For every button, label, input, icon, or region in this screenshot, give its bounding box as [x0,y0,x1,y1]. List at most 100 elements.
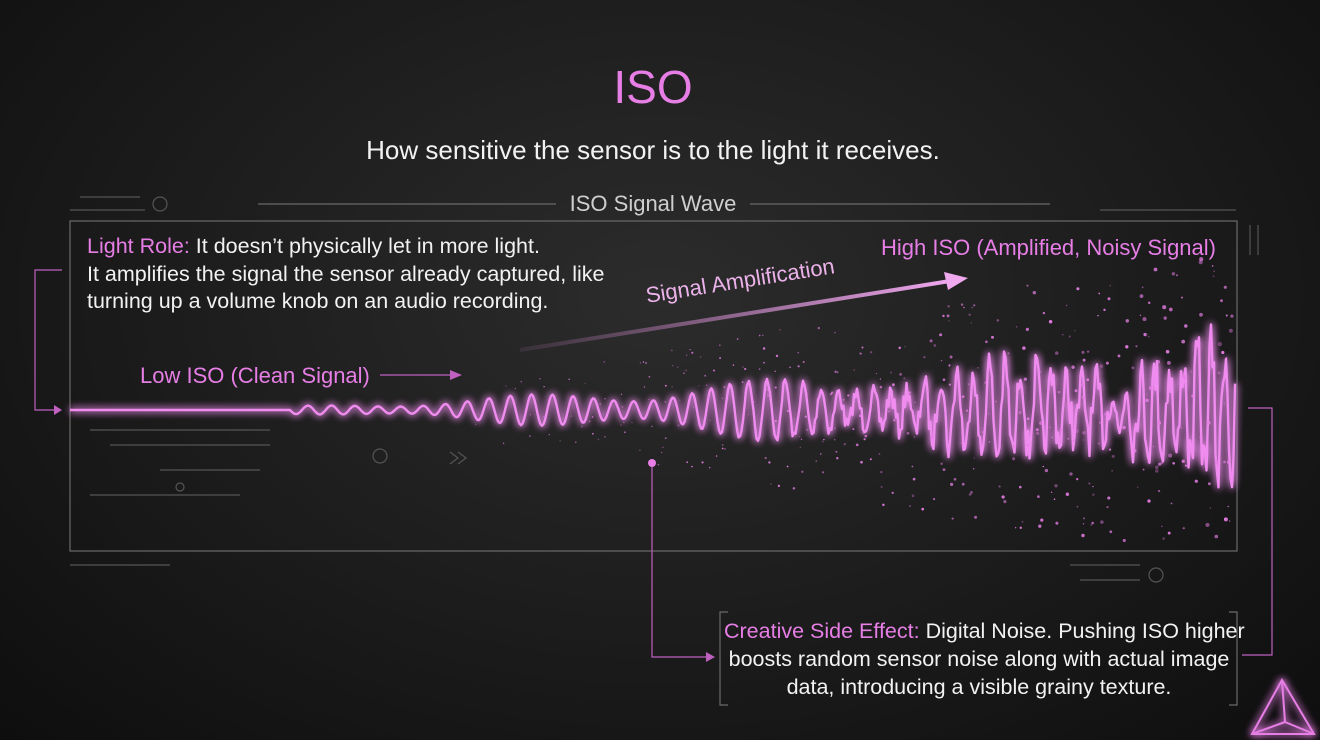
noise-dot [1025,443,1029,447]
light-role-text: It doesn’t physically let in more light. [195,234,540,258]
noise-dot [752,400,755,403]
noise-dot [768,461,771,464]
noise-dot [786,409,790,412]
noise-dot [1015,325,1018,328]
noise-dot [1065,492,1070,497]
noise-dot [727,398,729,401]
noise-dot [1145,398,1149,403]
noise-dot [691,351,694,354]
noise-dot [911,465,914,468]
noise-dot [767,394,770,397]
noise-dot [1161,525,1163,528]
noise-dot [860,460,863,464]
noise-dot [973,304,976,307]
noise-dot [570,415,573,417]
noise-dot [1086,350,1090,353]
noise-dot [1154,465,1159,470]
noise-dot [1035,428,1039,432]
noise-dot [1091,521,1094,525]
noise-dot [1148,336,1150,338]
noise-dot [998,485,1001,488]
noise-dot [559,440,561,442]
noise-dot [903,377,906,380]
noise-dot [899,373,902,376]
noise-dot [1183,377,1187,380]
noise-dot [762,334,764,337]
noise-dot [1166,360,1171,365]
noise-dot [679,399,681,401]
noise-dot [1199,376,1201,378]
noise-dot [1098,292,1101,295]
noise-dot [741,381,744,383]
noise-dot [659,413,661,416]
noise-dot [1108,448,1112,451]
noise-dot [1181,459,1185,463]
noise-dot [624,431,626,434]
noise-dot [1163,316,1167,320]
noise-dot [977,367,979,369]
noise-dot [890,401,893,404]
noise-dot [996,319,1000,322]
noise-dot [1014,527,1017,529]
noise-dot [736,338,739,340]
noise-dot [1082,523,1085,525]
noise-dot [575,441,577,443]
noise-dot [1081,533,1085,538]
noise-dot [947,305,950,308]
noise-dot [834,439,836,441]
noise-dot [1023,377,1028,381]
noise-dot [689,349,691,351]
noise-dot [965,409,969,412]
noise-dot [1086,378,1090,382]
panel-border [69,220,1238,552]
noise-dot [1055,521,1059,525]
noise-dot [875,372,878,375]
noise-dot [1099,364,1104,368]
noise-dot [1103,308,1106,312]
noise-dot [1176,274,1178,277]
noise-dot [1230,314,1234,318]
side-effect: Creative Side Effect: Digital Noise. Pus… [724,617,1245,701]
side-effect-text: data, introducing a visible grainy textu… [786,675,1172,699]
light-role-text: turning up a volume knob on an audio rec… [87,289,549,313]
noise-dot [723,447,727,450]
noise-dot [664,384,667,387]
noise-dot [631,422,633,424]
noise-dot [1019,526,1022,529]
noise-dot [1100,411,1104,414]
noise-dot [1088,482,1091,485]
noise-dot [603,361,605,363]
noise-dot [970,322,972,324]
noise-dot [1111,454,1115,458]
noise-dot [948,383,952,386]
noise-dot [858,414,862,418]
subtitle: How sensitive the sensor is to the light… [366,135,940,165]
noise-dot [880,471,883,474]
noise-dot [1076,505,1079,508]
hud-decor [70,196,1259,583]
noise-dot [1228,328,1233,333]
noise-dot [622,421,625,424]
noise-dot [1026,417,1030,421]
noise-dot [802,360,805,364]
noise-dot [963,306,965,309]
noise-dot [715,455,718,457]
noise-dot [742,366,744,368]
noise-dot [543,386,545,388]
noise-dot [1220,387,1223,391]
noise-dot [1226,401,1229,404]
noise-dot [1164,420,1166,422]
noise-dot [1142,468,1145,471]
noise-dot [774,419,777,423]
noise-dot [514,388,516,390]
arrow-head [706,652,715,662]
noise-dot [1159,444,1162,446]
noise-dot [869,458,872,461]
noise-dot [1065,304,1068,307]
noise-dot [948,320,950,322]
noise-dot [1209,507,1212,509]
noise-dot [762,347,766,350]
noise-dot [786,465,789,468]
noise-dot [568,378,570,381]
noise-dot [1162,305,1167,310]
